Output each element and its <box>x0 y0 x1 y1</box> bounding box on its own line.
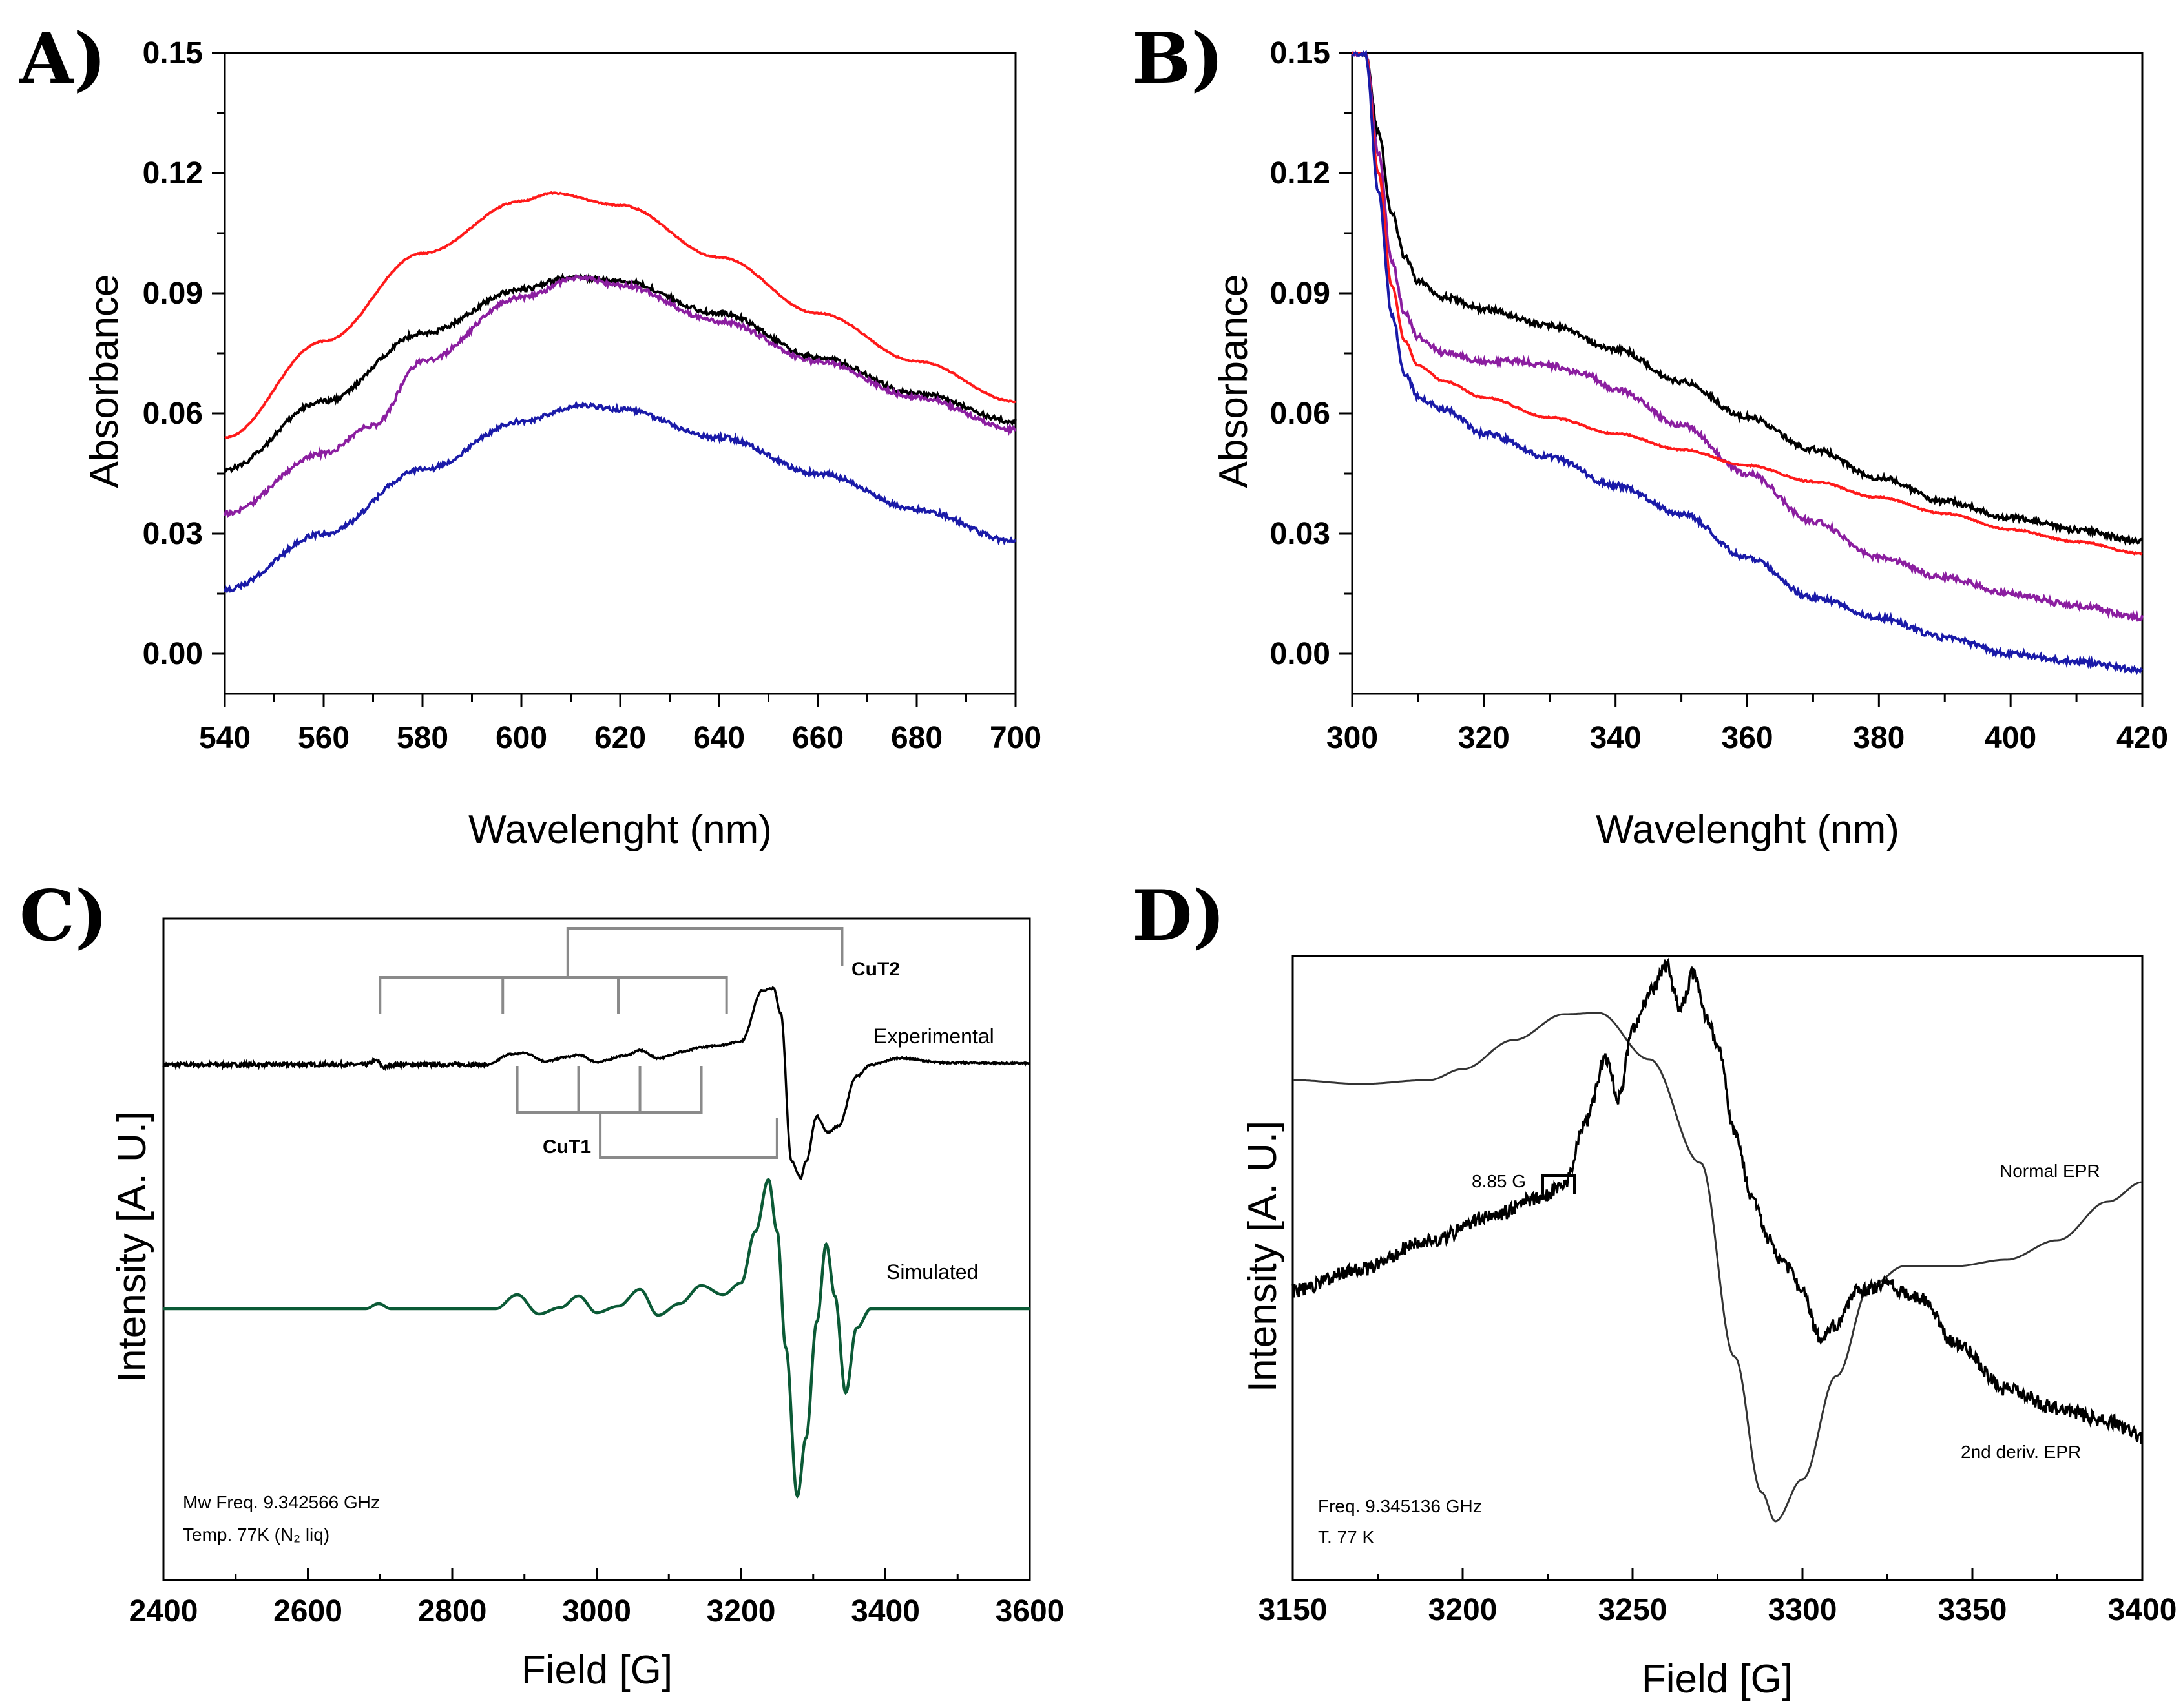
panel-c-hyperfine-brackets <box>379 927 844 1159</box>
panel-d-x-ticks: 3150 3200 3250 3300 3350 3400 <box>1259 1568 2177 1627</box>
x-tick-label: 620 <box>594 721 646 755</box>
panel-b-label: B) <box>1132 18 1224 99</box>
x-tick-label: 3000 <box>562 1594 631 1629</box>
panel-c-plot-frame <box>162 917 1031 1581</box>
freq-note: Freq. 9.345136 GHz <box>1318 1496 1482 1516</box>
panel-d: D) 3150 3200 3250 3300 3350 3400 8.85 G Norma… <box>1132 875 2177 1702</box>
y-tick-label: 0.06 <box>143 397 203 431</box>
x-tick-label: 400 <box>1985 721 2036 755</box>
x-tick-label: 380 <box>1853 721 1905 755</box>
panel-b-series <box>1351 49 2144 676</box>
mw-freq-note: Mw Freq. 9.342566 GHz <box>183 1492 380 1512</box>
y-tick-label: 0.06 <box>1270 397 1330 431</box>
x-tick-label: 640 <box>693 721 745 755</box>
temperature-note-d: T. 77 K <box>1318 1527 1374 1547</box>
panel-c-label: C) <box>19 875 108 957</box>
panel-b: B) 300 320 340 360 380 400 420 0.15 0.12 0.09 0.0… <box>1132 18 2168 852</box>
x-tick-label: 3150 <box>1259 1593 1328 1627</box>
series-line-black <box>1351 52 2144 546</box>
x-tick-label: 3400 <box>2108 1593 2177 1627</box>
normal-epr-label: Normal EPR <box>2000 1161 2100 1181</box>
simulated-trace <box>163 1178 1030 1499</box>
panel-b-x-ticks: 300 320 340 360 380 400 420 <box>1326 694 2168 755</box>
panel-a-plot-frame <box>224 52 1017 695</box>
x-tick-label: 2800 <box>418 1594 487 1629</box>
splitting-label: 8.85 G <box>1472 1171 1526 1191</box>
x-tick-label: 600 <box>496 721 547 755</box>
panel-a-x-axis-title: Wavelenght (nm) <box>468 807 772 852</box>
panel-c-y-axis-title: Intensity [A. U.] <box>110 1111 154 1382</box>
series-line-purple <box>1351 50 2144 622</box>
y-tick-label: 0.15 <box>1270 36 1330 70</box>
experimental-label: Experimental <box>873 1025 994 1048</box>
panel-c-series <box>162 986 1031 1499</box>
x-tick-label: 3400 <box>851 1594 920 1629</box>
cut2-center-bracket <box>566 927 844 977</box>
splitting-bracket <box>1541 1174 1576 1194</box>
x-tick-label: 3350 <box>1938 1593 2007 1627</box>
x-tick-label: 580 <box>397 721 448 755</box>
x-tick-label: 680 <box>891 721 943 755</box>
panel-d-y-axis-title: Intensity [A. U.] <box>1240 1121 1285 1392</box>
panel-a-y-axis-title: Absorbance <box>82 275 127 488</box>
x-tick-label: 660 <box>792 721 844 755</box>
cut1-center-bracket <box>599 1112 778 1159</box>
panel-a: A) 540 560 580 600 620 640 660 680 700 0.150.120… <box>19 18 1041 852</box>
panel-b-y-axis-title: Absorbance <box>1211 275 1256 488</box>
y-tick-label: 0.09 <box>143 276 203 311</box>
panel-b-y-ticks: 0.15 0.12 0.09 0.06 0.03 0.00 <box>1270 36 1352 671</box>
x-tick-label: 540 <box>199 721 251 755</box>
y-tick-label: 0.03 <box>143 517 203 551</box>
panel-c: C) 2400 2600 2800 3000 3200 3400 3600 CuT2 CuT… <box>19 875 1064 1692</box>
cut1-label: CuT1 <box>543 1136 591 1158</box>
series-line-blue <box>1352 49 2144 676</box>
experimental-trace <box>162 986 1031 1180</box>
x-tick-label: 340 <box>1590 721 1642 755</box>
panel-a-series <box>224 191 1017 594</box>
panel-d-label: D) <box>1132 875 1226 957</box>
series-line-purple <box>224 273 1017 519</box>
y-tick-label: 0.12 <box>143 156 203 191</box>
x-tick-label: 3300 <box>1768 1593 1837 1627</box>
x-tick-label: 2600 <box>273 1594 342 1629</box>
second-derivative-epr-label: 2nd deriv. EPR <box>1961 1442 2081 1462</box>
y-tick-label: 0.03 <box>1270 517 1330 551</box>
series-line-red <box>1352 51 2143 556</box>
cut2-hyperfine-bracket <box>379 976 728 1014</box>
panel-c-x-axis-title: Field [G] <box>521 1648 673 1692</box>
panel-a-y-ticks: 0.15 0.12 0.09 0.06 0.03 0.00 <box>143 36 225 671</box>
panel-a-x-ticks: 540 560 580 600 620 640 660 680 700 <box>199 694 1041 755</box>
x-tick-label: 2400 <box>129 1594 198 1629</box>
x-tick-label: 420 <box>2116 721 2168 755</box>
x-tick-label: 360 <box>1721 721 1773 755</box>
y-tick-label: 0.12 <box>1270 156 1330 191</box>
panel-b-x-axis-title: Wavelenght (nm) <box>1596 807 1899 852</box>
x-tick-label: 560 <box>298 721 350 755</box>
x-tick-label: 3600 <box>996 1594 1065 1629</box>
series-line-blue <box>224 400 1017 594</box>
panel-a-label: A) <box>19 18 107 99</box>
simulated-label: Simulated <box>886 1260 978 1284</box>
temperature-note: Temp. 77K (N₂ liq) <box>183 1525 329 1545</box>
y-tick-label: 0.00 <box>143 637 203 671</box>
y-tick-label: 0.00 <box>1270 637 1330 671</box>
cut2-label: CuT2 <box>851 959 900 980</box>
y-tick-label: 0.15 <box>143 36 203 70</box>
series-line-black <box>224 272 1017 474</box>
x-tick-label: 320 <box>1458 721 1510 755</box>
x-tick-label: 700 <box>990 721 1041 755</box>
y-tick-label: 0.09 <box>1270 276 1330 311</box>
series-line-red <box>224 191 1017 439</box>
normal-epr-trace <box>1293 1012 2143 1523</box>
x-tick-label: 300 <box>1326 721 1378 755</box>
x-tick-label: 3200 <box>1428 1593 1498 1627</box>
cut1-hyperfine-bracket <box>516 1066 703 1114</box>
x-tick-label: 3200 <box>707 1594 776 1629</box>
x-tick-label: 3250 <box>1598 1593 1667 1627</box>
second-derivative-epr-trace <box>1291 957 2143 1444</box>
panel-d-x-axis-title: Field [G] <box>1642 1657 1793 1702</box>
panel-d-series <box>1291 957 2143 1523</box>
panel-c-x-ticks: 2400 2600 2800 3000 3200 3400 3600 <box>129 1568 1065 1629</box>
